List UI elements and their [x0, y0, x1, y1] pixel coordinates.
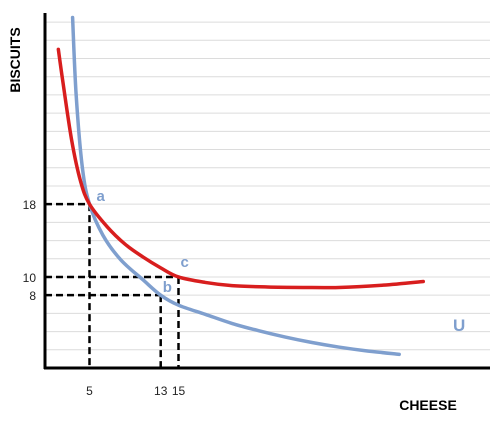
axes	[43, 13, 490, 370]
series-curves	[56, 15, 425, 357]
y-tick-label: 18	[23, 198, 37, 212]
point-labels: a bc	[97, 188, 189, 296]
point-label-a: a	[97, 188, 106, 205]
x-tick-label: 13	[154, 384, 168, 398]
series-line-u	[70, 15, 401, 357]
y-axis-title: BISCUITS	[7, 27, 23, 92]
x-tick-label: 15	[172, 384, 186, 398]
point-label-c: c	[181, 254, 189, 271]
point-label-b: b	[163, 279, 172, 296]
x-axis-title: CHEESE	[399, 397, 457, 413]
curve-label-u: U	[453, 316, 465, 335]
tick-labels: 5 13 15 18 10 8	[23, 198, 186, 398]
y-tick-label: 10	[23, 271, 37, 285]
y-tick-label: 8	[29, 289, 36, 303]
series-line-red	[56, 47, 425, 290]
dashed-guide-lines	[45, 202, 180, 368]
x-tick-label: 5	[86, 384, 93, 398]
grid	[45, 21, 490, 351]
